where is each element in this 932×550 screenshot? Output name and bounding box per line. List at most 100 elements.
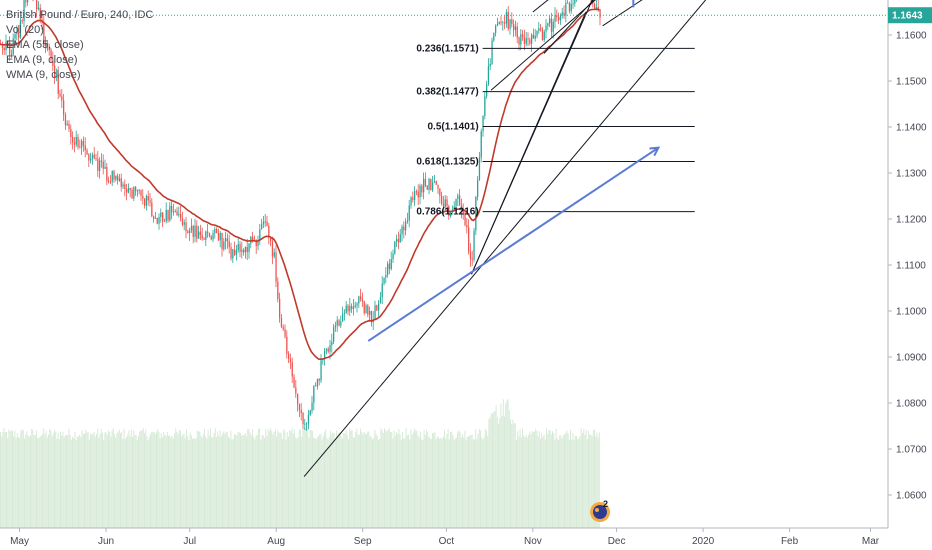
volume-bar xyxy=(240,433,241,528)
time-tick-label: Dec xyxy=(608,536,626,547)
candle-body xyxy=(390,259,392,270)
legend-indicator-ema55[interactable]: EMA (55, close) xyxy=(6,39,84,51)
volume-bar xyxy=(231,439,233,528)
candle-body xyxy=(99,160,101,171)
volume-bar xyxy=(592,430,594,528)
volume-bar xyxy=(470,434,472,528)
volume-bar xyxy=(67,434,69,528)
candle-body xyxy=(383,277,385,284)
candle-body xyxy=(12,38,14,55)
volume-bar xyxy=(75,439,77,528)
candle-body xyxy=(273,252,275,257)
volume-bar xyxy=(459,432,461,528)
candle-body xyxy=(118,178,121,181)
volume-bar xyxy=(163,431,165,528)
candle-body xyxy=(423,178,425,193)
volume-bar xyxy=(201,437,203,528)
candle-body xyxy=(306,423,308,425)
candle-body xyxy=(68,123,70,129)
volume-bar xyxy=(120,433,121,528)
volume-bar xyxy=(417,435,419,528)
candle-body xyxy=(199,231,202,236)
legend-indicator-ema9[interactable]: EMA (9, close) xyxy=(6,54,78,66)
volume-bar xyxy=(541,432,543,528)
candle-body xyxy=(216,228,218,233)
candle-body xyxy=(387,263,389,275)
candle-body xyxy=(16,32,18,35)
volume-bar xyxy=(154,434,156,528)
candle-body xyxy=(486,84,488,97)
volume-bar xyxy=(52,433,54,528)
candle-body xyxy=(19,20,22,38)
candle-body xyxy=(304,423,306,425)
candle-body xyxy=(450,211,452,216)
candle-body xyxy=(27,0,29,3)
candle-body xyxy=(455,199,457,207)
candle-body xyxy=(478,157,481,180)
time-axis[interactable] xyxy=(0,528,932,550)
candle-body xyxy=(210,236,212,240)
volume-bar xyxy=(296,438,298,528)
candle-body xyxy=(495,25,497,34)
candle-body xyxy=(300,409,302,413)
candle-body xyxy=(334,325,337,328)
legend-indicator-vol[interactable]: Vol (20) xyxy=(6,24,44,36)
volume-bar xyxy=(198,431,199,528)
volume-bar xyxy=(286,432,288,528)
volume-bar xyxy=(9,431,11,528)
volume-bar xyxy=(193,438,195,528)
volume-bar xyxy=(558,439,559,528)
candle-body xyxy=(59,93,61,97)
volume-bar xyxy=(362,434,364,528)
trend-drawings[interactable] xyxy=(303,0,792,477)
volume-bar xyxy=(205,436,207,528)
candle-body xyxy=(187,231,189,234)
volume-bar xyxy=(315,438,317,528)
candle-body xyxy=(437,184,439,189)
chart-legend[interactable]: British Pound / Euro, 240, IDC Vol (20) … xyxy=(6,9,153,81)
volume-bar xyxy=(427,432,429,528)
price-tick-label: 1.0900 xyxy=(896,353,927,364)
volume-bar xyxy=(566,430,568,528)
volume-bar xyxy=(46,437,48,528)
volume-bar xyxy=(138,436,139,528)
candle-body xyxy=(426,185,428,190)
volume-bar xyxy=(279,432,281,528)
volume-bar xyxy=(482,439,484,528)
volume-bar xyxy=(175,428,177,528)
volume-bar xyxy=(60,431,61,528)
volume-bar xyxy=(277,430,279,528)
candle-body xyxy=(223,241,225,250)
tradingview-logo[interactable]: 2 xyxy=(590,499,610,522)
price-axis[interactable] xyxy=(888,0,932,528)
volume-bar xyxy=(63,436,65,528)
volume-bar xyxy=(384,428,385,528)
fibonacci-retracement[interactable]: 0.236(1.1571) 0.382(1.1477) 0.5(1.1401) 0.6… xyxy=(416,43,695,218)
time-tick-label: Oct xyxy=(439,536,455,547)
candle-body xyxy=(378,303,380,311)
candle-body xyxy=(568,2,571,12)
candle-body xyxy=(471,258,473,260)
volume-bar xyxy=(117,431,119,528)
legend-indicator-wma9[interactable]: WMA (9, close) xyxy=(6,69,81,81)
volume-bar xyxy=(97,428,99,528)
candle-body xyxy=(293,376,295,388)
volume-bar xyxy=(351,430,353,528)
volume-bar xyxy=(565,433,567,528)
candle-body xyxy=(7,41,9,43)
volume-bar xyxy=(1,436,3,528)
volume-bar xyxy=(397,434,399,528)
candle-body xyxy=(279,298,281,318)
volume-bar xyxy=(313,437,315,528)
volume-bar xyxy=(428,436,430,528)
volume-bar xyxy=(520,437,522,528)
volume-bar xyxy=(36,430,37,528)
candle-body xyxy=(441,195,443,204)
candle-body xyxy=(480,131,482,158)
volume-bar xyxy=(265,429,267,528)
price-tick-label: 1.1600 xyxy=(896,31,927,42)
volume-bar xyxy=(441,438,443,528)
volume-bar xyxy=(241,435,243,528)
